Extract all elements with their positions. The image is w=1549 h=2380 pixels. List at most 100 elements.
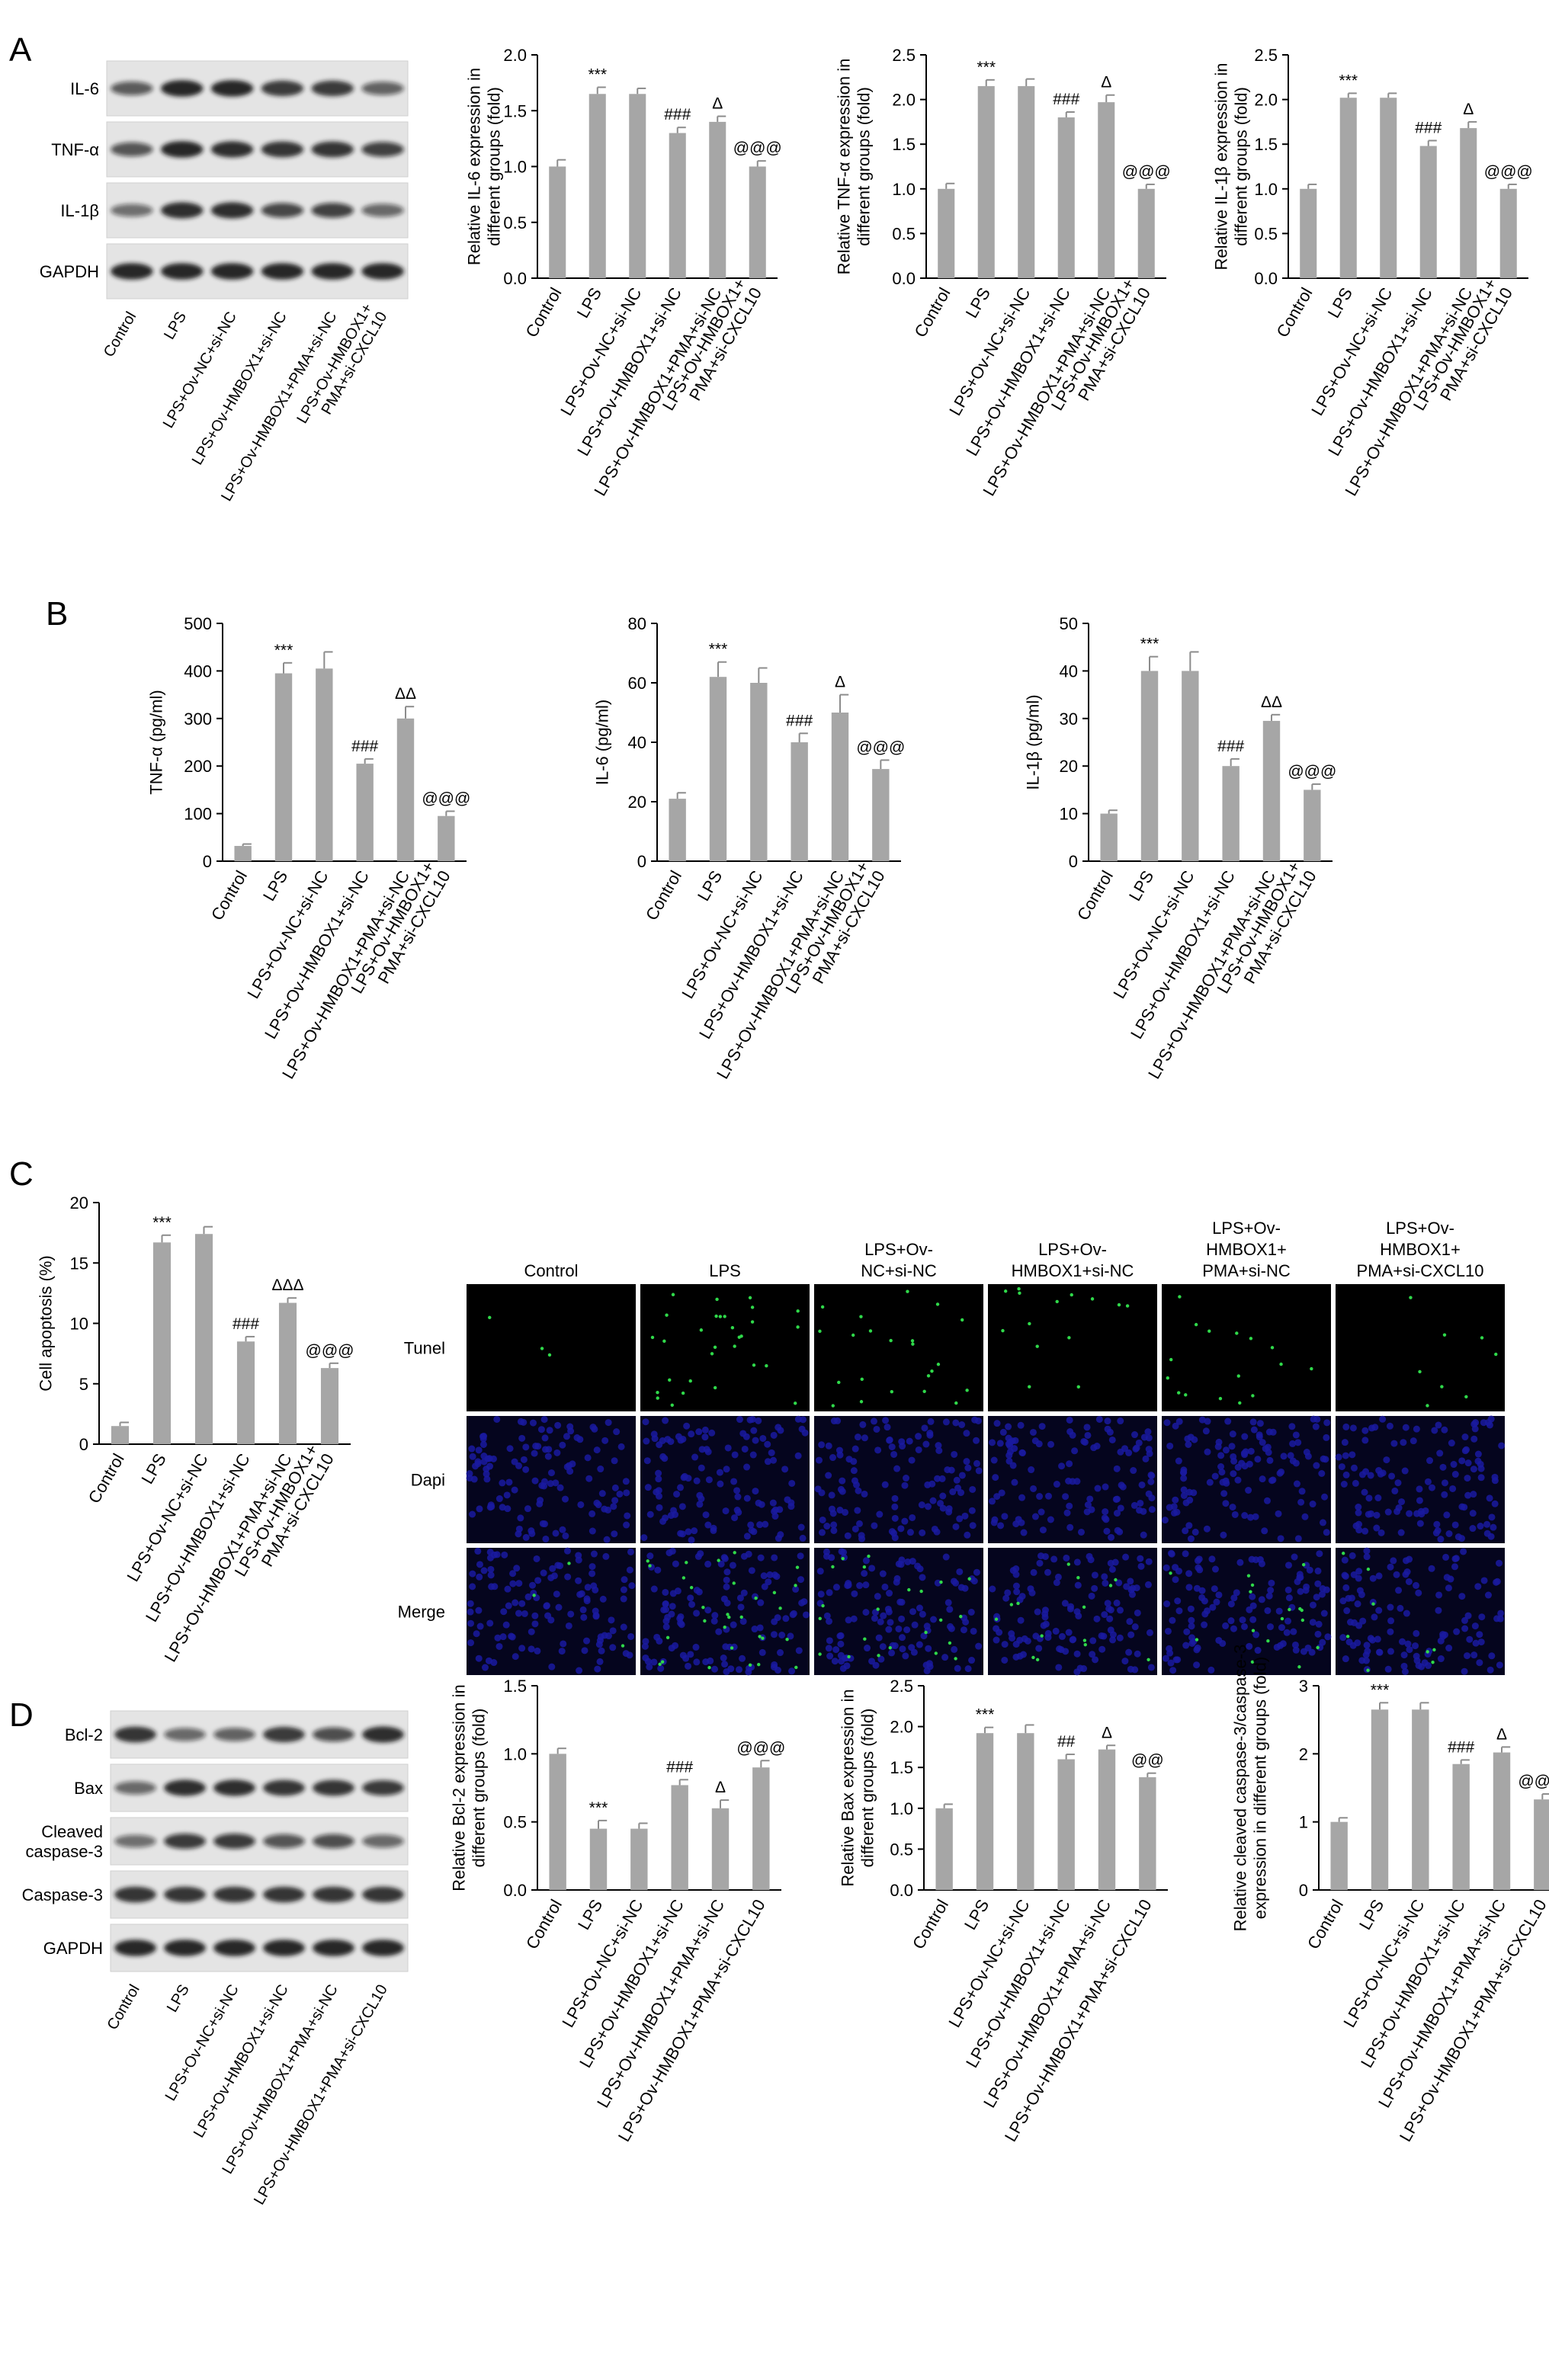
dapi-nucleus [1089,1637,1097,1645]
dapi-nucleus [1470,1651,1478,1659]
dapi-nucleus [501,1551,508,1558]
dapi-nucleus [1263,1497,1271,1504]
tunel-positive-dot [648,1564,652,1568]
x-category-label: LPS [137,1450,169,1488]
dapi-nucleus [964,1464,972,1472]
dapi-nucleus [1413,1629,1420,1637]
significance-mark: ### [1217,738,1244,755]
dapi-nucleus [1234,1476,1242,1484]
dapi-nucleus [1161,1517,1169,1524]
tunel-positive-dot [967,1577,971,1581]
dapi-nucleus [755,1417,762,1424]
dapi-nucleus [611,1457,618,1465]
dapi-nucleus [1204,1607,1211,1615]
micrograph-cell [467,1284,636,1411]
dapi-nucleus [1287,1452,1294,1459]
dapi-nucleus [1341,1571,1349,1579]
dapi-nucleus [1343,1607,1351,1615]
dapi-nucleus [1265,1592,1273,1600]
dapi-nucleus [1063,1509,1071,1517]
dapi-nucleus [1461,1447,1469,1455]
y-axis-label: IL-6 (pg/ml) [593,700,612,785]
dapi-nucleus [800,1598,808,1606]
dapi-nucleus [941,1654,949,1661]
dapi-nucleus [569,1460,576,1468]
dapi-nucleus [1241,1433,1249,1440]
bar [1182,671,1199,861]
dapi-nucleus [1384,1508,1392,1516]
y-axis-label-line: expression in different groups (fold) [1251,1657,1270,1919]
blot-row-label: IL-1β [60,201,99,220]
blot-band [311,141,354,158]
bar [669,799,686,861]
dapi-nucleus [942,1553,950,1561]
dapi-nucleus [1398,1498,1406,1506]
dapi-nucleus [768,1449,775,1456]
dapi-nucleus [897,1525,905,1533]
dapi-nucleus [591,1425,598,1433]
dapi-nucleus [1277,1535,1284,1542]
tunel-positive-dot [1418,1369,1422,1374]
dapi-nucleus [1460,1548,1467,1555]
dapi-nucleus [888,1443,896,1451]
dapi-nucleus [662,1606,670,1613]
dapi-nucleus [944,1599,952,1606]
dapi-nucleus [1445,1584,1452,1592]
dapi-nucleus [970,1627,977,1635]
dapi-nucleus [1371,1613,1378,1621]
dapi-nucleus [1397,1604,1404,1612]
dapi-nucleus [1320,1455,1327,1462]
dapi-nucleus [708,1429,716,1437]
tunel-positive-dot [1178,1295,1182,1299]
dapi-nucleus [1127,1586,1135,1594]
dapi-nucleus [1352,1479,1359,1487]
dapi-nucleus [1491,1500,1499,1507]
dapi-nucleus [1052,1627,1060,1635]
dapi-nucleus [1387,1563,1394,1571]
tunel-positive-dot [877,1654,880,1658]
dapi-nucleus [997,1522,1005,1530]
tunel-positive-dot [710,1352,714,1356]
dapi-nucleus [1339,1597,1347,1605]
dapi-nucleus [479,1440,487,1448]
blot-strip [110,1763,409,1812]
dapi-nucleus [576,1667,583,1674]
dapi-nucleus [898,1438,906,1446]
bar [935,1808,953,1890]
y-tick-label: 3 [1299,1677,1308,1696]
y-tick-label: 50 [1060,614,1078,633]
dapi-nucleus [642,1654,649,1661]
tunel-positive-dot [1067,1336,1071,1340]
dapi-nucleus [842,1508,849,1516]
significance-mark: *** [1371,1681,1390,1699]
tunel-positive-dot [772,1590,777,1595]
dapi-nucleus [1053,1481,1060,1488]
dapi-nucleus [1001,1513,1009,1520]
dapi-nucleus [872,1661,880,1669]
dapi-nucleus [620,1586,627,1594]
dapi-nucleus [1202,1427,1210,1435]
tunel-positive-dot [919,1589,923,1594]
dapi-nucleus [1125,1449,1133,1456]
dapi-nucleus [1303,1449,1310,1456]
tunel-positive-dot [656,1396,659,1400]
dapi-nucleus [479,1433,486,1440]
tunel-positive-dot [715,1297,719,1302]
tunel-positive-dot [935,1302,940,1306]
dapi-nucleus [1209,1603,1217,1611]
dapi-nucleus [1246,1460,1253,1468]
y-tick-label: 2.5 [890,1677,913,1696]
dapi-nucleus [1012,1582,1020,1590]
dapi-nucleus [734,1493,742,1501]
dapi-nucleus [1469,1510,1477,1517]
dapi-nucleus [1045,1492,1052,1500]
dapi-nucleus [513,1565,521,1572]
dapi-nucleus [1127,1631,1135,1638]
dapi-nucleus [644,1484,652,1491]
y-tick-label: 0.5 [503,1813,527,1832]
dapi-nucleus [1450,1461,1458,1469]
tunel-positive-dot [1028,1321,1031,1326]
dapi-nucleus [563,1547,571,1555]
dapi-nucleus [656,1492,663,1500]
dapi-nucleus [692,1643,700,1651]
